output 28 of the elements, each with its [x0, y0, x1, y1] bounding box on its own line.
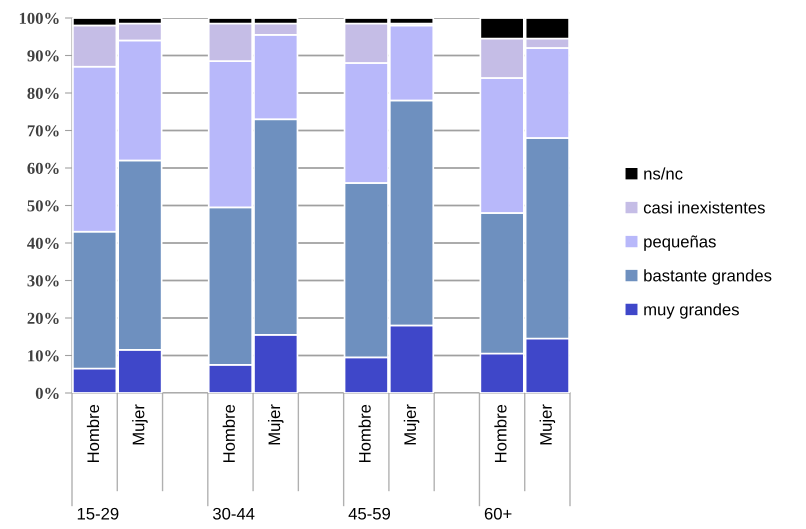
y-tick-label: 100% — [20, 12, 59, 24]
x-tick-label: Mujer — [404, 404, 420, 444]
x-tick-label: Mujer — [540, 404, 556, 444]
y-tick-label: 50% — [28, 200, 59, 212]
y-tick-label: 0% — [36, 388, 59, 399]
y-tick-label: 80% — [27, 88, 59, 99]
legend-label: bastante grandes — [644, 269, 772, 285]
x-tick-label: Hombre — [358, 404, 371, 462]
legend-label: casi inexistentes — [644, 201, 765, 214]
text: 60+ — [484, 508, 512, 520]
y-tick-label: 90% — [27, 50, 59, 62]
legend-label: pequeñas — [644, 235, 716, 251]
x-tick-label: Hombre — [86, 404, 100, 462]
x-tick-label: Hombre — [494, 404, 507, 462]
y-tick-label: 70% — [28, 125, 59, 136]
legend-label: ns/nc — [644, 167, 683, 180]
text: 45-59 — [348, 508, 390, 520]
y-tick-label: 40% — [27, 238, 59, 249]
y-tick-label: 60% — [27, 162, 59, 174]
x-tick-label: Mujer — [132, 404, 148, 444]
y-tick-label: 20% — [28, 312, 59, 324]
legend-label: muy grandes — [644, 303, 739, 319]
text: 15-29 — [78, 508, 118, 520]
text: 30-44 — [212, 508, 254, 520]
y-tick-label: 30% — [27, 275, 59, 286]
x-tick-label: Hombre — [222, 404, 235, 462]
y-tick-label: 10% — [28, 350, 59, 362]
x-tick-label: Mujer — [268, 404, 284, 444]
